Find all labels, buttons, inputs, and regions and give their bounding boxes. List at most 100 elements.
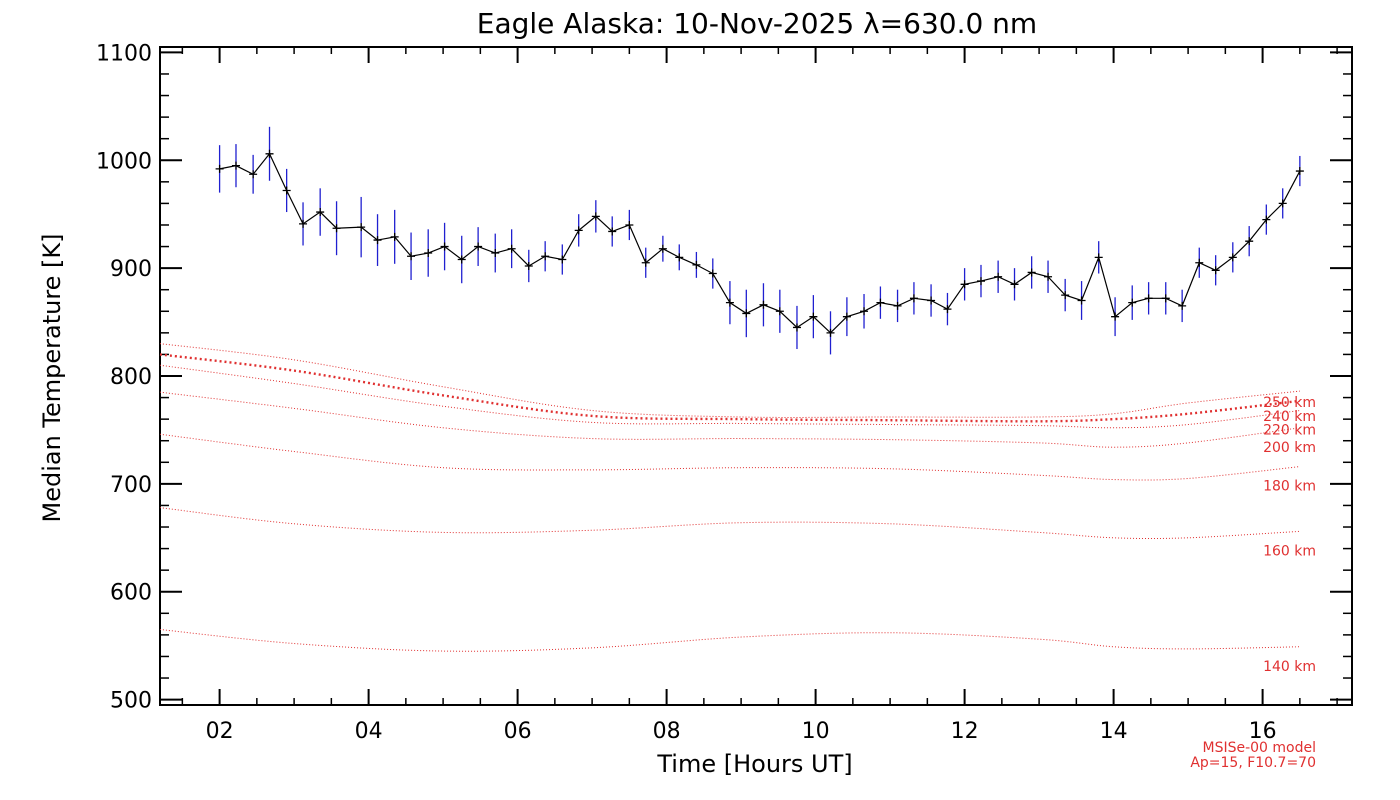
data-point xyxy=(457,255,466,264)
y-tick-label: 700 xyxy=(110,473,152,498)
data-point xyxy=(357,223,366,232)
data-point xyxy=(1111,312,1120,321)
data-point xyxy=(1195,258,1204,267)
data-point xyxy=(1295,167,1304,176)
data-point xyxy=(1161,294,1170,303)
error-bars xyxy=(218,126,1301,355)
data-point xyxy=(507,244,516,253)
x-tick-label: 04 xyxy=(355,719,383,744)
model-footnote-line2: Ap=15, F10.7=70 xyxy=(1190,755,1316,771)
data-point xyxy=(994,272,1003,281)
data-point xyxy=(1061,291,1070,300)
model-label: 200 km xyxy=(1263,440,1316,456)
data-point xyxy=(742,309,751,318)
model-label: 240 km xyxy=(1263,409,1316,425)
data-point xyxy=(424,249,433,258)
data-point xyxy=(541,252,550,261)
data-point xyxy=(943,305,952,314)
model-label: 180 km xyxy=(1263,479,1316,495)
x-axis-title: Time [Hours UT] xyxy=(656,750,852,778)
data-point xyxy=(976,277,985,286)
x-tick-label: 06 xyxy=(504,719,532,744)
data-point xyxy=(1077,296,1086,305)
data-point xyxy=(265,149,274,158)
data-point xyxy=(215,164,224,173)
model-footnote-line1: MSISe-00 model xyxy=(1202,740,1316,756)
data-point xyxy=(1211,266,1220,275)
data-point xyxy=(792,323,801,332)
data-point xyxy=(1044,272,1053,281)
data-point xyxy=(641,258,650,267)
model-curve-160-km xyxy=(159,507,1300,540)
x-tick-label: 08 xyxy=(653,719,681,744)
measured-line xyxy=(219,152,1301,334)
data-point xyxy=(390,232,399,241)
data-point xyxy=(474,242,483,251)
data-point xyxy=(591,212,600,221)
data-point xyxy=(608,227,617,236)
y-tick-label: 800 xyxy=(110,365,152,390)
data-point xyxy=(826,328,835,337)
measured-series xyxy=(215,149,1304,337)
data-point xyxy=(692,260,701,269)
y-axis-title: Median Temperature [K] xyxy=(38,233,66,522)
data-point xyxy=(316,208,325,217)
data-point xyxy=(332,224,341,233)
plot-frame xyxy=(159,46,1353,706)
data-point xyxy=(893,301,902,310)
data-point xyxy=(1278,199,1287,208)
data-point xyxy=(1027,268,1036,277)
data-point xyxy=(1010,280,1019,289)
model-label: 140 km xyxy=(1263,659,1316,675)
model-curve-240-km xyxy=(159,353,1300,423)
data-point xyxy=(491,249,500,258)
data-point xyxy=(574,226,583,235)
model-curve-140-km xyxy=(159,628,1300,652)
data-point xyxy=(1144,294,1153,303)
data-point xyxy=(249,170,258,179)
data-point xyxy=(759,300,768,309)
data-point xyxy=(440,242,449,251)
data-point xyxy=(842,312,851,321)
x-axis: 02 04 06 08 10 12 14 16 xyxy=(181,47,1338,744)
data-point xyxy=(927,296,936,305)
model-curve-220-km xyxy=(159,364,1300,429)
plot-border xyxy=(159,46,1353,706)
x-tick-label: 16 xyxy=(1249,719,1277,744)
data-point xyxy=(373,236,382,245)
data-point xyxy=(725,298,734,307)
data-point xyxy=(231,161,240,170)
model-label: 250 km xyxy=(1263,395,1316,411)
data-point xyxy=(876,298,885,307)
chart-title: Eagle Alaska: 10-Nov-2025 λ=630.0 nm xyxy=(477,7,1037,40)
model-curve-180-km xyxy=(159,433,1300,481)
model-label: 220 km xyxy=(1263,423,1316,439)
y-tick-label: 1100 xyxy=(96,41,152,66)
model-curve-250-km xyxy=(159,343,1300,418)
data-point xyxy=(299,219,308,228)
y-tick-label: 600 xyxy=(110,581,152,606)
data-point xyxy=(1128,298,1137,307)
y-tick-label: 900 xyxy=(110,257,152,282)
data-point xyxy=(675,253,684,262)
x-tick-label: 14 xyxy=(1100,719,1128,744)
data-point xyxy=(775,307,784,316)
data-point xyxy=(708,269,717,278)
data-point xyxy=(1245,237,1254,246)
model-curve-200-km xyxy=(159,391,1300,448)
data-point xyxy=(1094,253,1103,262)
x-tick-label: 12 xyxy=(951,719,979,744)
data-point xyxy=(909,294,918,303)
x-tick-label: 02 xyxy=(206,719,234,744)
y-tick-label: 500 xyxy=(110,689,152,714)
data-point xyxy=(809,312,818,321)
data-point xyxy=(407,252,416,261)
data-point xyxy=(558,255,567,264)
data-point xyxy=(625,220,634,229)
data-point xyxy=(860,307,869,316)
data-point xyxy=(1262,215,1271,224)
data-point xyxy=(658,244,667,253)
data-point xyxy=(524,261,533,270)
